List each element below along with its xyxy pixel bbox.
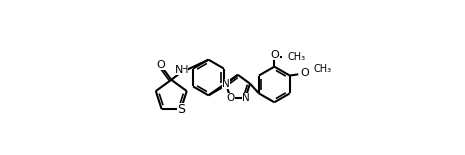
- Text: N: N: [241, 93, 249, 103]
- Text: O: O: [226, 93, 234, 103]
- Text: H: H: [181, 65, 188, 75]
- Text: O: O: [300, 68, 309, 78]
- Text: O: O: [157, 60, 166, 70]
- Text: CH₃: CH₃: [313, 64, 331, 74]
- Text: O: O: [271, 50, 279, 60]
- Text: CH₃: CH₃: [287, 52, 306, 62]
- Text: N: N: [222, 79, 230, 89]
- Text: S: S: [177, 103, 185, 116]
- Text: N: N: [174, 65, 183, 75]
